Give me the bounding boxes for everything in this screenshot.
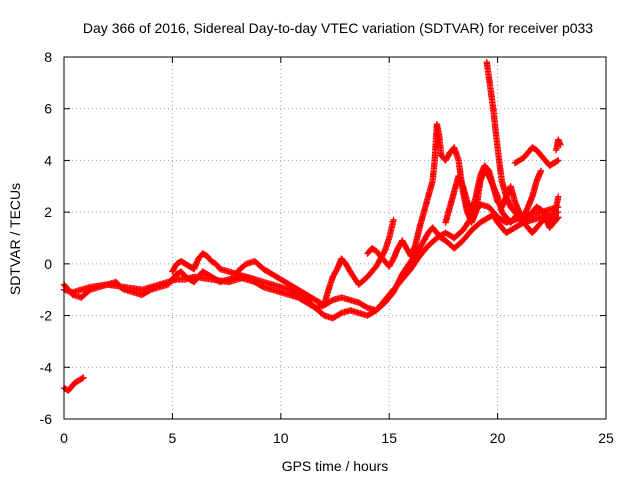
x-tick-label: 10 [273, 430, 289, 446]
y-tick-label: -4 [40, 359, 53, 375]
series-track-4 [234, 216, 397, 309]
data-point [555, 193, 562, 200]
y-tick-label: 8 [44, 49, 52, 65]
data-point [557, 141, 564, 149]
y-tick-label: 6 [44, 101, 52, 117]
grid-layer [64, 57, 606, 419]
x-tick-label: 15 [381, 430, 397, 446]
y-tick-label: 0 [44, 256, 52, 272]
plot-frame [63, 56, 607, 420]
data-point [554, 157, 561, 165]
data-point [251, 276, 258, 283]
series-track-8 [511, 144, 562, 169]
data-layer [60, 59, 564, 394]
x-tick-label: 5 [169, 430, 177, 446]
chart-title: Day 366 of 2016, Sidereal Day-to-day VTE… [83, 20, 593, 36]
x-tick-label: 25 [598, 430, 614, 446]
data-point [80, 374, 87, 381]
tick-label-layer: 0 5 10 15 20 25 -6 -4 -2 0 2 4 6 8 [40, 49, 614, 446]
tick-layer [63, 56, 607, 420]
x-tick-label: 20 [490, 430, 506, 446]
x-tick-label: 0 [60, 430, 68, 446]
series-track-9 [552, 136, 564, 154]
data-point [537, 167, 545, 174]
data-point [390, 216, 397, 224]
series-track-1 [60, 374, 87, 394]
y-tick-label: 2 [44, 204, 52, 220]
series-track-10 [442, 162, 545, 226]
data-point [555, 157, 562, 164]
y-tick-label: 4 [44, 152, 52, 168]
x-axis-label: GPS time / hours [282, 458, 389, 474]
series-track-5 [169, 250, 258, 283]
y-axis-label: SDTVAR / TECUs [7, 183, 23, 295]
y-tick-label: -2 [40, 308, 53, 324]
y-tick-label: -6 [40, 411, 53, 427]
data-point [79, 375, 86, 382]
